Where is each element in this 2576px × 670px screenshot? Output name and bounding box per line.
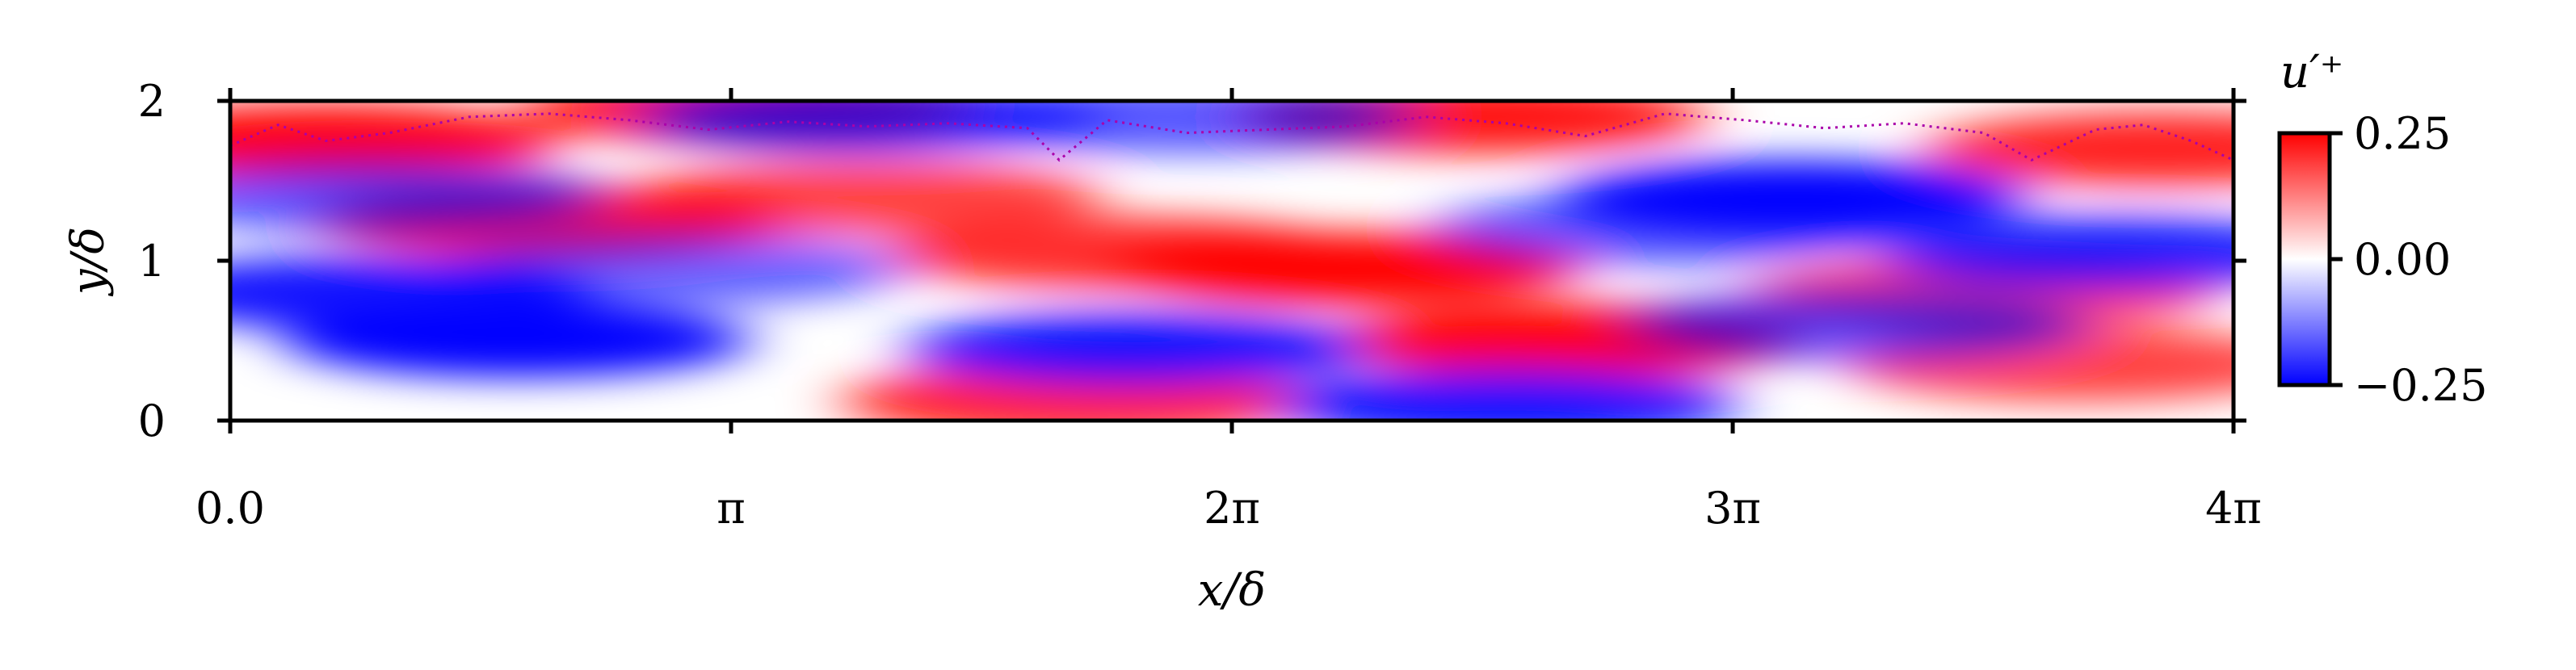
x-tick-label: 0.0 [195, 483, 265, 534]
colorbar-tick-label: 0.00 [2354, 234, 2451, 285]
y-axis-label: y/δ [62, 227, 115, 297]
x-tick-label: 2π [1204, 483, 1260, 534]
field-feature [230, 103, 561, 178]
velocity-field [230, 101, 2234, 421]
y-tick-label: 1 [138, 236, 166, 287]
colorbar-label: u′⁺ [2280, 46, 2343, 98]
y-tick-label: 0 [138, 396, 166, 446]
field-feature [1925, 111, 2234, 186]
colorbar-gradient [2280, 133, 2330, 385]
field-feature [952, 101, 1422, 154]
colorbar-ticks: 0.25 0.00 −0.25 [2330, 108, 2487, 411]
x-tick-label: π [716, 483, 746, 534]
plot-area [228, 98, 2236, 423]
x-tick-label: 4π [2205, 483, 2262, 534]
field-feature [633, 159, 1103, 234]
field-feature [1876, 216, 2234, 291]
y-tick-label: 2 [138, 76, 166, 127]
y-axis-ticks: 0 1 2 [138, 76, 2246, 446]
field-feature [904, 311, 1373, 386]
x-axis-ticks: 0.0 π 2π 3π 4π [195, 88, 2262, 534]
field-feature [442, 231, 911, 306]
colorbar-tick-label: 0.25 [2354, 108, 2451, 159]
field-feature [283, 304, 752, 378]
x-axis-label: x/δ [1198, 564, 1266, 617]
field-feature [1622, 287, 2091, 362]
x-tick-label: 3π [1704, 483, 1761, 534]
interface-line [230, 112, 2234, 162]
field-feature [889, 216, 1358, 291]
colorbar: u′⁺ 0.25 0.00 −0.25 [2277, 46, 2487, 411]
field-feature [230, 159, 608, 234]
field-feature [1431, 191, 1900, 266]
field-feature [1271, 367, 1740, 421]
colorbar-tick-label: −0.25 [2354, 360, 2487, 411]
